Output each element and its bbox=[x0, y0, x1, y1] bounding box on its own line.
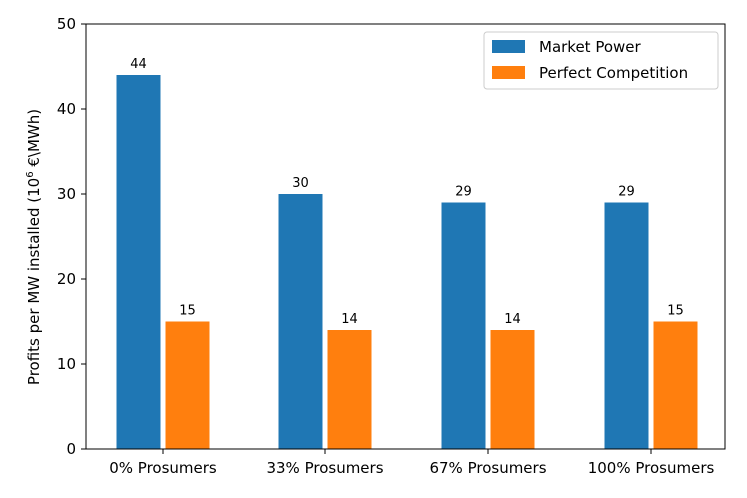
bar-perfect-competition-0 bbox=[165, 321, 210, 449]
bar-perfect-competition-2 bbox=[490, 330, 535, 449]
bar-market-power-1 bbox=[278, 194, 323, 449]
data-label-perfect-competition-1: 14 bbox=[341, 312, 358, 327]
y-tick-label: 0 bbox=[66, 440, 76, 458]
axes-layer bbox=[85, 23, 726, 450]
data-label-perfect-competition-0: 15 bbox=[179, 304, 196, 319]
bar-market-power-3 bbox=[604, 202, 649, 449]
x-ticks-layer: 0% Prosumers 33% Prosumers 67% Prosumers 10… bbox=[109, 449, 714, 477]
y-tick-label: 20 bbox=[57, 270, 76, 288]
y-axis-label: Profits per MW installed (106 €\MWh) bbox=[25, 109, 43, 385]
x-tick-label: 67% Prosumers bbox=[429, 459, 546, 477]
y-axis-label-main: Profits per MW installed (10 bbox=[25, 178, 43, 385]
data-label-perfect-competition-3: 15 bbox=[667, 304, 684, 319]
x-tick-label: 0% Prosumers bbox=[109, 459, 217, 477]
y-tick-label: 10 bbox=[57, 355, 76, 373]
legend-label: Market Power bbox=[539, 38, 642, 56]
x-tick-label: 33% Prosumers bbox=[266, 459, 383, 477]
bar-perfect-competition-3 bbox=[653, 321, 698, 449]
y-axis-label-superscript: 6 bbox=[25, 171, 36, 177]
x-tick-label: 100% Prosumers bbox=[588, 459, 715, 477]
data-label-market-power-0: 44 bbox=[130, 57, 147, 72]
legend-swatch bbox=[492, 40, 525, 53]
bar-perfect-competition-1 bbox=[327, 330, 372, 449]
y-ticks-layer: 0 10 20 30 40 50 bbox=[57, 15, 86, 458]
bar-market-power-2 bbox=[441, 202, 486, 449]
data-label-perfect-competition-2: 14 bbox=[504, 312, 521, 327]
data-label-market-power-2: 29 bbox=[455, 185, 472, 200]
plot-frame bbox=[85, 23, 726, 450]
data-label-market-power-1: 30 bbox=[292, 176, 309, 191]
y-tick-label: 40 bbox=[57, 100, 76, 118]
bar-market-power-0 bbox=[116, 75, 161, 449]
bars-layer bbox=[116, 75, 698, 449]
y-tick-label: 50 bbox=[57, 15, 76, 33]
y-tick-label: 30 bbox=[57, 185, 76, 203]
data-label-market-power-3: 29 bbox=[618, 185, 635, 200]
legend-swatch bbox=[492, 66, 525, 79]
data-labels-layer: 44 30 29 29 15 14 14 15 bbox=[130, 57, 684, 327]
legend-box bbox=[483, 31, 719, 90]
y-axis-label-tail: €\MWh) bbox=[25, 109, 43, 172]
legend: Market Power Perfect Competition bbox=[483, 31, 719, 90]
legend-label: Perfect Competition bbox=[539, 64, 688, 82]
